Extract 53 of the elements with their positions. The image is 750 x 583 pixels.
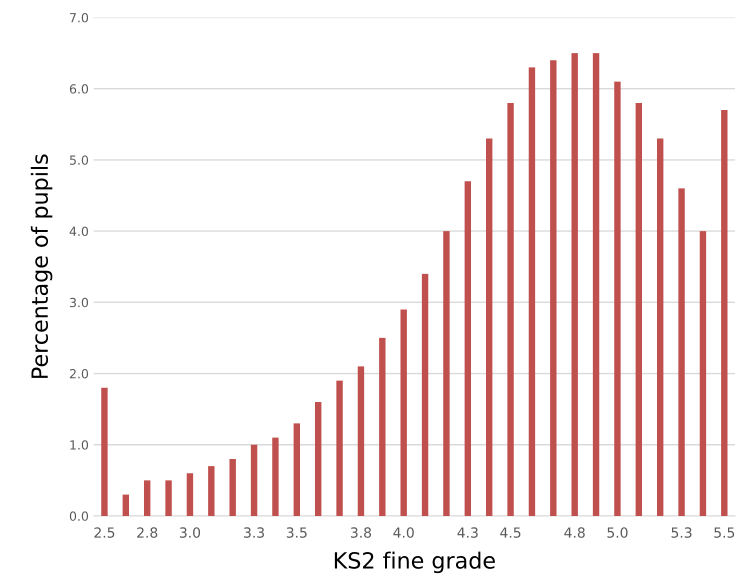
- bar: [592, 53, 600, 516]
- y-tick-label: 2.0: [70, 369, 88, 378]
- bar: [656, 138, 664, 516]
- x-tick-label: 5.3: [672, 527, 692, 538]
- x-tick-label: 3.0: [180, 527, 200, 538]
- bar: [336, 380, 343, 516]
- bar: [294, 423, 300, 516]
- bar: [165, 480, 172, 516]
- bar: [700, 231, 706, 516]
- x-tick-label: 3.3: [244, 527, 264, 538]
- bar: [250, 444, 258, 516]
- x-tick-label: 3.8: [350, 527, 372, 538]
- y-tick-label: 1.0: [70, 440, 88, 450]
- bar: [614, 82, 621, 516]
- bar: [636, 102, 642, 516]
- x-tick-label: 4.0: [393, 527, 414, 538]
- x-tick-label: 4.3: [457, 527, 478, 538]
- bar: [272, 438, 279, 516]
- bar: [358, 366, 364, 516]
- bar: [314, 402, 322, 516]
- bar: [528, 67, 536, 516]
- x-tick-label: 4.5: [500, 527, 520, 538]
- bar: [422, 274, 428, 516]
- x-tick-label: 2.5: [94, 527, 114, 538]
- y-tick-label: 6.0: [70, 84, 88, 94]
- x-tick-label: 5.0: [607, 527, 628, 538]
- bar: [550, 60, 557, 516]
- y-tick-label: 3.0: [70, 298, 88, 308]
- y-tick-label: 0.0: [70, 511, 88, 521]
- bar: [379, 338, 386, 516]
- y-axis-title: Percentage of pupils: [30, 154, 52, 378]
- bar: [721, 110, 728, 516]
- bar: [122, 494, 130, 516]
- x-tick-label: 5.5: [714, 527, 734, 538]
- bar: [507, 102, 514, 516]
- bar: [186, 473, 194, 516]
- y-tick-label: 7.0: [70, 12, 88, 22]
- bar: [229, 458, 236, 516]
- x-tick-label: 3.5: [286, 527, 307, 538]
- x-tick-label: 2.8: [137, 527, 158, 538]
- bar: [571, 53, 578, 516]
- bar: [144, 480, 150, 516]
- bar: [464, 181, 472, 516]
- bar: [208, 466, 215, 516]
- x-tick-label: 4.8: [564, 527, 585, 538]
- bar: [443, 231, 450, 516]
- x-axis-title: KS2 fine grade: [334, 552, 495, 574]
- bar: [101, 388, 108, 516]
- y-tick-label: 4.0: [70, 226, 88, 236]
- bar: [678, 188, 685, 516]
- bar: [486, 138, 492, 516]
- y-tick-label: 5.0: [70, 155, 88, 165]
- bar: [400, 309, 407, 516]
